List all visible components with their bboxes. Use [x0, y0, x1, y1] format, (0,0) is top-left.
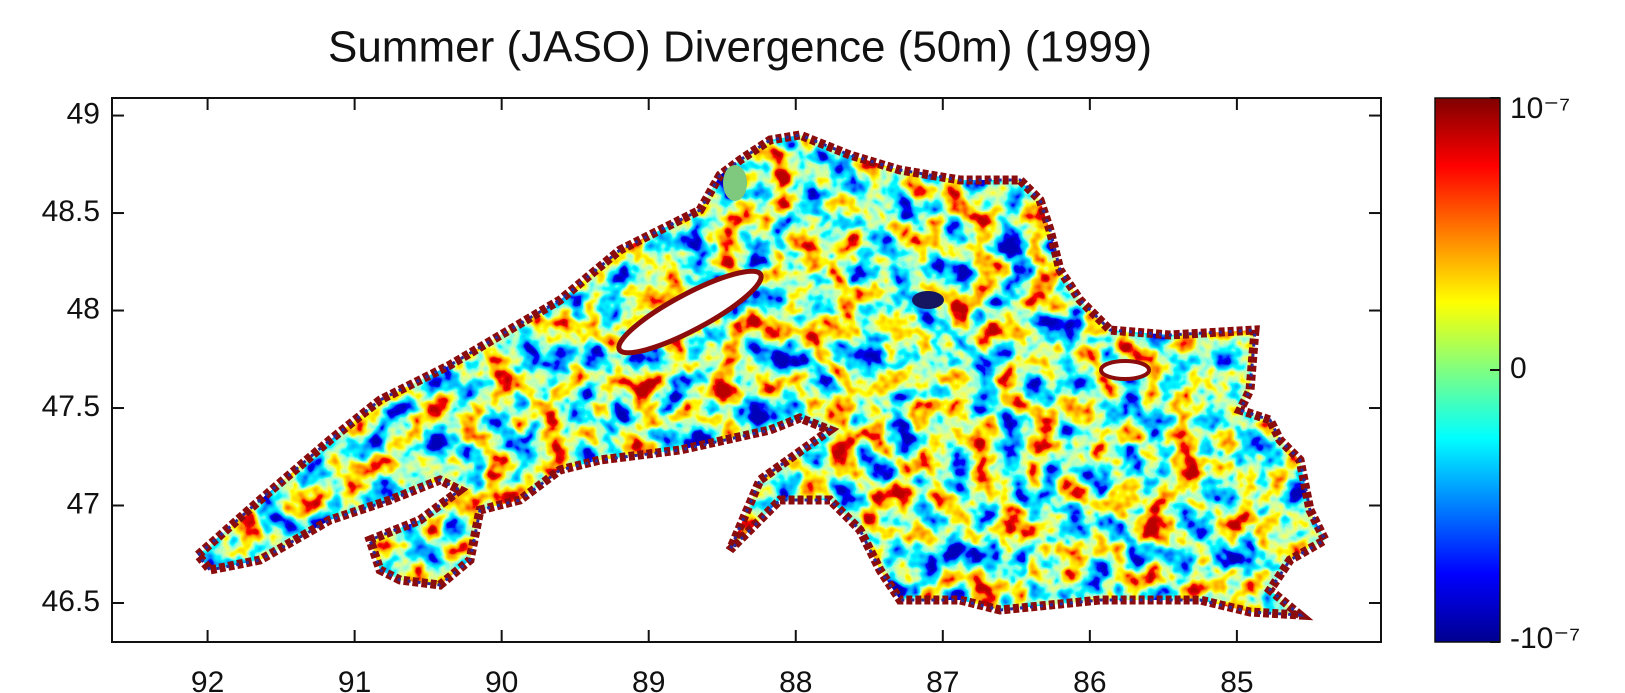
- deep-spot: [912, 291, 944, 309]
- x-tick-label: 89: [632, 666, 665, 693]
- x-tick-label: 90: [485, 666, 518, 693]
- figure: Summer (JASO) Divergence (50m) (1999) 92…: [0, 0, 1625, 693]
- y-tick-label: 47: [67, 487, 100, 520]
- colorbar-label: -10⁻⁷: [1510, 622, 1580, 655]
- y-tick-label: 48: [67, 292, 100, 325]
- x-tick-label: 91: [338, 666, 371, 693]
- land-patch: [723, 165, 747, 201]
- colorbar-label: 0: [1510, 352, 1527, 385]
- y-tick-label: 49: [67, 97, 100, 130]
- lake-field: [190, 130, 1330, 620]
- x-tick-label: 92: [191, 666, 224, 693]
- chart-title: Summer (JASO) Divergence (50m) (1999): [328, 23, 1152, 72]
- y-tick-label: 48.5: [42, 195, 100, 228]
- x-tick-label: 86: [1073, 666, 1106, 693]
- divergence-field: [190, 130, 1330, 620]
- x-tick-label: 85: [1220, 666, 1253, 693]
- colorbar-label: 10⁻⁷: [1510, 92, 1570, 125]
- x-tick-label: 88: [779, 666, 812, 693]
- x-tick-label: 87: [926, 666, 959, 693]
- y-tick-label: 47.5: [42, 390, 100, 423]
- y-tick-label: 46.5: [42, 585, 100, 618]
- island: [1101, 361, 1149, 379]
